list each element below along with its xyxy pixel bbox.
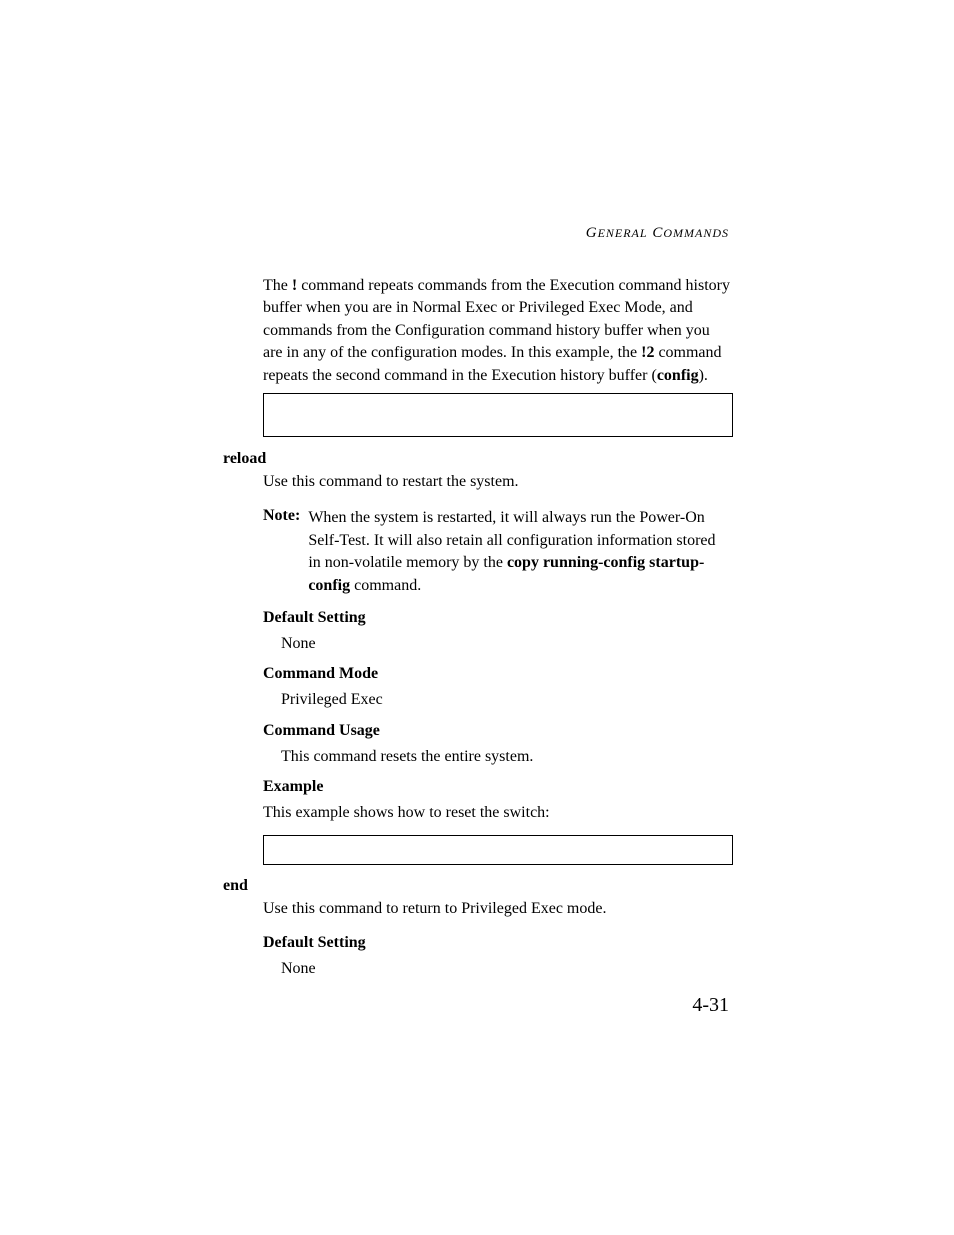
page-number: 4-31 (692, 994, 729, 1017)
code-box-2 (263, 835, 733, 865)
header-text-3: C (648, 225, 664, 241)
reload-mode-value: Privileged Exec (281, 689, 731, 711)
end-desc: Use this command to return to Privileged… (263, 898, 731, 920)
reload-example-value: This example shows how to reset the swit… (263, 802, 731, 824)
reload-example-block: Example This example shows how to reset … (263, 778, 731, 824)
header-text-4: OMMANDS (663, 226, 729, 240)
reload-note-row: Note: When the system is restarted, it w… (263, 507, 731, 597)
reload-usage-heading: Command Usage (263, 722, 731, 740)
note-body: When the system is restarted, it will al… (308, 507, 731, 597)
intro-block: The ! command repeats commands from the … (263, 275, 731, 447)
header-text-1: G (586, 225, 598, 241)
reload-default-value: None (281, 633, 731, 655)
page: GENERAL COMMANDS The ! command repeats c… (0, 0, 954, 1235)
reload-mode-block: Command Mode Privileged Exec (263, 665, 731, 711)
end-default-heading: Default Setting (263, 934, 731, 952)
intro-paragraph: The ! command repeats commands from the … (263, 275, 731, 387)
section-reload-label: reload (223, 450, 266, 468)
intro-text-1: The (263, 277, 292, 294)
reload-example-heading: Example (263, 778, 731, 796)
section-end-label: end (223, 877, 248, 895)
reload-usage-value: This command resets the entire system. (281, 746, 731, 768)
header-text-2: ENERAL (598, 226, 648, 240)
reload-block: Use this command to restart the system. … (263, 471, 731, 875)
reload-usage-block: Command Usage This command resets the en… (263, 722, 731, 768)
note-label: Note: (263, 507, 300, 597)
reload-default-block: Default Setting None (263, 609, 731, 655)
end-default-value: None (281, 958, 731, 980)
end-default-block: Default Setting None (263, 934, 731, 980)
intro-text-4: ). (699, 367, 708, 384)
reload-mode-heading: Command Mode (263, 665, 731, 683)
end-block: Use this command to return to Privileged… (263, 898, 731, 991)
intro-bold-2: !2 (641, 344, 654, 361)
running-header: GENERAL COMMANDS (586, 225, 729, 242)
reload-default-heading: Default Setting (263, 609, 731, 627)
intro-bold-3: config (657, 367, 699, 384)
note-text-2: command. (350, 577, 421, 594)
code-box-1 (263, 393, 733, 437)
reload-desc: Use this command to restart the system. (263, 471, 731, 493)
